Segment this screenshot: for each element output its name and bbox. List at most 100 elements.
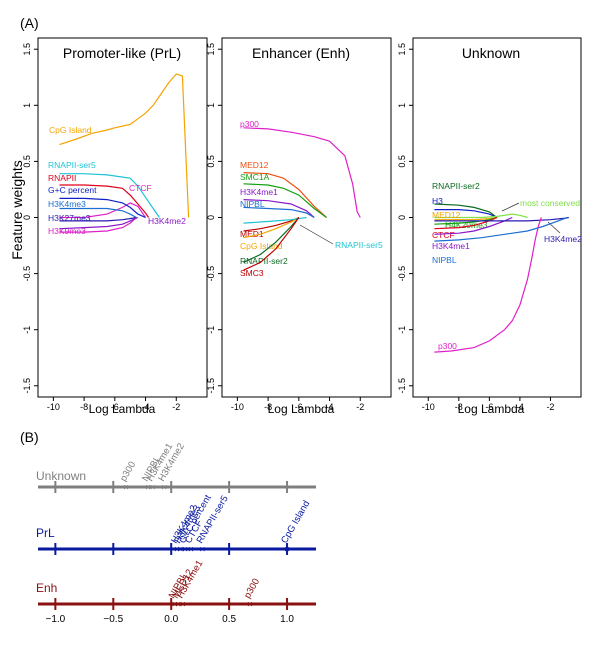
x-tick-label: -4: [326, 402, 334, 412]
x-tick-label: -6: [485, 402, 493, 412]
chart-unknown: -10 -8 -6 -4 -2 -1.5 -1 -0.5 0 0.5 1 1.5 RNAPII-ser2…: [397, 37, 582, 416]
series-line-unknown: [434, 213, 528, 219]
series-label-unknown: RNAPII-ser2: [432, 181, 480, 191]
series-line-unknown: [434, 209, 498, 219]
series-label-enh: MED1: [240, 229, 264, 239]
series-label-unknown: H3K4me1: [432, 241, 470, 251]
y-tick-label: 0: [397, 215, 407, 220]
series-line-unknown: [434, 217, 542, 353]
series-line-unknown: [434, 216, 498, 225]
x-axis-label-unknown: Log Lambda: [458, 402, 525, 416]
weight-marker: ×: [200, 545, 206, 556]
y-tick-label: 1: [206, 103, 216, 108]
y-tick-label: 1.5: [206, 43, 216, 56]
series-line-prl: [59, 216, 137, 222]
plot-area-unknown: -10 -8 -6 -4 -2 -1.5 -1 -0.5 0 0.5 1 1.5 RNAPII-ser2…: [397, 37, 582, 412]
category-label: PrL: [36, 526, 55, 540]
series-label-prl: H3K4me3: [48, 199, 86, 209]
x-axis-label-prl: Log Lambda: [89, 402, 156, 416]
series-label-enh: CpG Island: [240, 241, 283, 251]
weight-marker: ×: [247, 600, 253, 611]
y-tick-label: -1: [397, 326, 407, 334]
series-line-prl: [59, 73, 190, 218]
weight-marker: ×: [178, 545, 184, 556]
series-line-prl: [59, 173, 160, 218]
series-line-enh: [243, 199, 315, 218]
series-line-enh: [243, 216, 300, 239]
series-line-enh: [243, 172, 327, 218]
x-tick-label: -4: [516, 402, 524, 412]
series-line-enh: [243, 217, 300, 271]
weight-marker: ×: [180, 600, 186, 611]
y-tick-label: 0: [206, 215, 216, 220]
chart-prl: -10 -8 -6 -4 -2 -1.5 -1 -0.5 0 0.5 1 1.5 CpG Island R…: [22, 37, 208, 416]
series-line-enh: [243, 216, 307, 224]
weights-x-tick-label: 0.5: [222, 614, 236, 625]
series-label-enh: SMC1A: [240, 172, 270, 182]
series-label-unknown: most conserved: [520, 198, 580, 208]
series-line-prl: [59, 217, 137, 233]
weight-marker: ×: [182, 545, 188, 556]
weights-x-tick-label: 0.0: [164, 614, 178, 625]
x-tick-label: -8: [80, 402, 88, 412]
x-tick-label: -6: [111, 402, 119, 412]
series-line-unknown: [434, 203, 498, 218]
y-tick-label: 0.5: [206, 155, 216, 168]
x-tick-label: -8: [455, 402, 463, 412]
weights-x-tick-label: 1.0: [280, 614, 294, 625]
weight-marker-label: CpG Island: [279, 499, 312, 546]
x-tick-label: -2: [356, 402, 364, 412]
y-tick-label: -0.5: [22, 266, 32, 282]
y-tick-label: -1.5: [206, 378, 216, 394]
weight-marker-label: p300: [242, 577, 262, 601]
plot-area-enh: -10 -8 -6 -4 -2 -1.5 -1 -0.5 0 0.5 1 1.5 p300 MED12 SM…: [206, 37, 392, 412]
weights-x-tick-label: −1.0: [46, 614, 66, 625]
y-tick-label: -1.5: [22, 378, 32, 394]
x-tick-label: -10: [422, 402, 435, 412]
weights-x-tick-label: −0.5: [103, 614, 123, 625]
x-tick-label: -10: [47, 402, 60, 412]
series-label-unknown: H3: [432, 196, 443, 206]
x-tick-label: -6: [295, 402, 303, 412]
x-tick-label: -8: [264, 402, 272, 412]
weight-marker: ×: [145, 483, 151, 494]
chart-weights-axis: Unknown×p300×NIPBL×H3K4me1×H3K4me2PrL×H3…: [36, 441, 316, 625]
chart-enh: -10 -8 -6 -4 -2 -1.5 -1 -0.5 0 0.5 1 1.5 p300 MED12 SM…: [206, 37, 392, 416]
series-line-unknown: [434, 216, 568, 242]
panel-b-label: (B): [20, 429, 39, 445]
series-line-prl: [59, 216, 139, 230]
weight-marker: ×: [175, 600, 181, 611]
weight-marker-label: p300: [118, 460, 138, 484]
series-line-enh: [243, 206, 315, 219]
series-line-enh: [243, 127, 361, 218]
y-tick-label: 1.5: [22, 43, 32, 56]
series-label-prl: CTCF: [129, 183, 152, 193]
series-label-prl: H3K9me3: [48, 226, 86, 236]
weight-marker: ×: [123, 483, 129, 494]
chart-title-unknown: Unknown: [462, 45, 520, 61]
x-tick-label: -2: [172, 402, 180, 412]
series-label-unknown: MED12: [432, 210, 461, 220]
weight-marker: ×: [172, 600, 178, 611]
category-label: Unknown: [36, 469, 86, 483]
series-line-unknown: [434, 216, 569, 222]
series-label-unknown: NIPBL: [432, 255, 457, 265]
y-axis-label: Feature weights: [9, 160, 25, 260]
series-label-enh: NIPBL: [240, 199, 265, 209]
x-tick-label: -10: [231, 402, 244, 412]
series-label-enh: p300: [240, 119, 259, 129]
y-tick-label: 0.5: [22, 155, 32, 168]
y-tick-label: 1: [397, 103, 407, 108]
series-line-prl: [59, 207, 137, 219]
y-tick-label: 0: [22, 215, 32, 220]
series-label-enh: RNAPII-ser2: [240, 256, 288, 266]
series-label-prl: CpG Island: [49, 125, 92, 135]
chart-title-prl: Promoter-like (PrL): [63, 45, 181, 61]
y-tick-label: 1.5: [397, 43, 407, 56]
y-tick-label: 0.5: [397, 155, 407, 168]
y-tick-label: -1: [206, 326, 216, 334]
series-label-prl: RNAPII-ser5: [48, 160, 96, 170]
series-label-enh: H3K4me1: [240, 187, 278, 197]
weight-marker: ×: [150, 483, 156, 494]
